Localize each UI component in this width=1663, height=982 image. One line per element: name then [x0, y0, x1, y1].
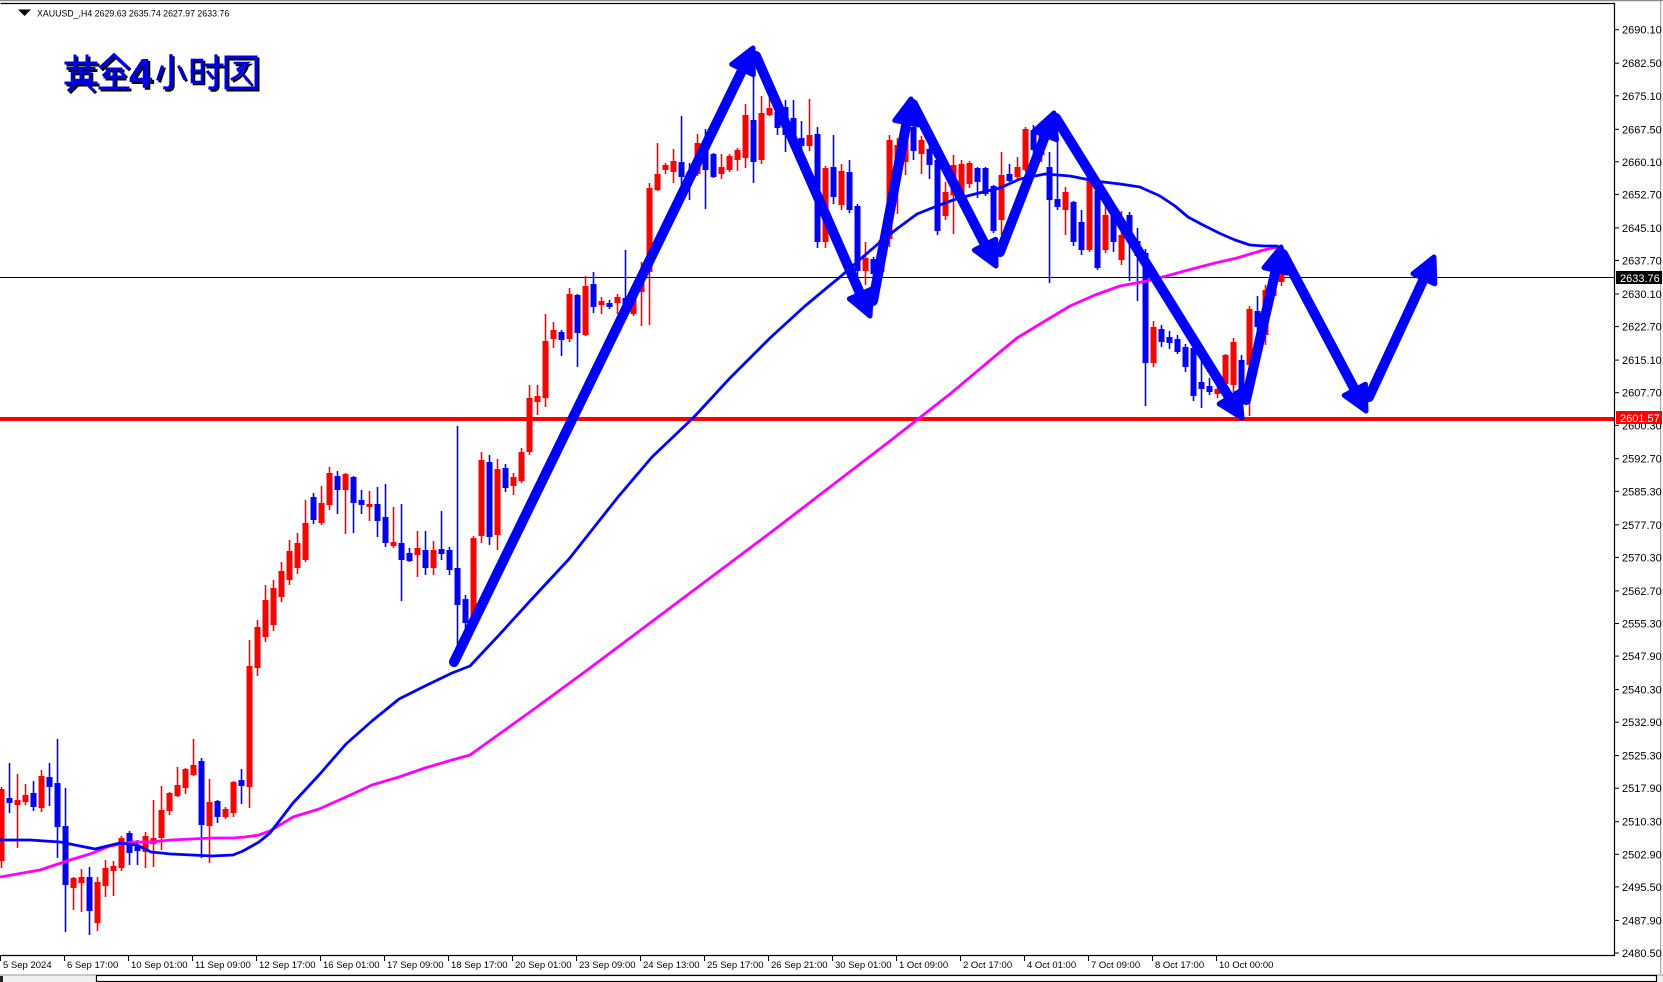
- svg-text:4: 4: [129, 50, 153, 97]
- svg-text:2570.30: 2570.30: [1622, 552, 1662, 564]
- svg-text:6 Sep 17:00: 6 Sep 17:00: [67, 960, 118, 971]
- svg-text:2577.70: 2577.70: [1622, 520, 1662, 532]
- svg-text:2532.90: 2532.90: [1622, 717, 1662, 729]
- svg-text:2547.90: 2547.90: [1622, 651, 1662, 663]
- svg-text:2652.70: 2652.70: [1622, 189, 1662, 201]
- svg-text:2690.10: 2690.10: [1622, 25, 1662, 37]
- svg-text:2601.57: 2601.57: [1620, 413, 1660, 425]
- svg-text:2 Oct 17:00: 2 Oct 17:00: [963, 960, 1012, 971]
- svg-text:2480.50: 2480.50: [1622, 948, 1662, 960]
- svg-text:2675.10: 2675.10: [1622, 91, 1662, 103]
- svg-text:2510.30: 2510.30: [1622, 817, 1662, 829]
- svg-text:23 Sep 09:00: 23 Sep 09:00: [579, 960, 636, 971]
- svg-text:2667.50: 2667.50: [1622, 124, 1662, 136]
- svg-text:2487.90: 2487.90: [1622, 915, 1662, 927]
- svg-text:5 Sep 2024: 5 Sep 2024: [3, 960, 52, 971]
- svg-text:2495.50: 2495.50: [1622, 882, 1662, 894]
- svg-text:2660.10: 2660.10: [1622, 157, 1662, 169]
- svg-text:2622.70: 2622.70: [1622, 322, 1662, 334]
- svg-text:2645.10: 2645.10: [1622, 223, 1662, 235]
- svg-text:2630.10: 2630.10: [1622, 289, 1662, 301]
- svg-text:12 Sep 17:00: 12 Sep 17:00: [259, 960, 316, 971]
- svg-text:2592.70: 2592.70: [1622, 454, 1662, 466]
- svg-text:18 Sep 17:00: 18 Sep 17:00: [451, 960, 508, 971]
- svg-text:26 Sep 21:00: 26 Sep 21:00: [771, 960, 828, 971]
- svg-text:11 Sep 09:00: 11 Sep 09:00: [195, 960, 251, 971]
- svg-text:2682.50: 2682.50: [1622, 58, 1662, 70]
- svg-text:10 Oct 00:00: 10 Oct 00:00: [1219, 960, 1273, 971]
- svg-text:20 Sep 01:00: 20 Sep 01:00: [515, 960, 572, 971]
- svg-text:2633.76: 2633.76: [1620, 273, 1660, 285]
- svg-text:2502.90: 2502.90: [1622, 849, 1662, 861]
- svg-text:2517.90: 2517.90: [1622, 783, 1662, 795]
- svg-text:10 Sep 01:00: 10 Sep 01:00: [131, 960, 188, 971]
- svg-text:XAUUSD_,H4 2629.63 2635.74 26: XAUUSD_,H4 2629.63 2635.74 2627.97 2633.…: [37, 9, 229, 19]
- svg-text:4 Oct 01:00: 4 Oct 01:00: [1027, 960, 1076, 971]
- svg-text:2555.30: 2555.30: [1622, 619, 1662, 631]
- svg-text:1 Oct 09:00: 1 Oct 09:00: [899, 960, 948, 971]
- svg-text:8 Oct 17:00: 8 Oct 17:00: [1155, 960, 1204, 971]
- svg-text:2637.70: 2637.70: [1622, 256, 1662, 268]
- svg-text:4: 4: [131, 52, 155, 99]
- svg-text:17 Sep 09:00: 17 Sep 09:00: [387, 960, 444, 971]
- svg-text:7 Oct 09:00: 7 Oct 09:00: [1091, 960, 1140, 971]
- svg-text:2615.10: 2615.10: [1622, 355, 1662, 367]
- svg-text:2540.30: 2540.30: [1622, 685, 1662, 697]
- svg-text:30 Sep 01:00: 30 Sep 01:00: [835, 960, 892, 971]
- svg-text:2525.30: 2525.30: [1622, 751, 1662, 763]
- svg-text:2607.70: 2607.70: [1622, 388, 1662, 400]
- svg-text:25 Sep 17:00: 25 Sep 17:00: [707, 960, 764, 971]
- svg-text:2585.30: 2585.30: [1622, 486, 1662, 498]
- svg-text:24 Sep 13:00: 24 Sep 13:00: [643, 960, 700, 971]
- svg-text:16 Sep 01:00: 16 Sep 01:00: [323, 960, 380, 971]
- svg-text:2562.70: 2562.70: [1622, 586, 1662, 598]
